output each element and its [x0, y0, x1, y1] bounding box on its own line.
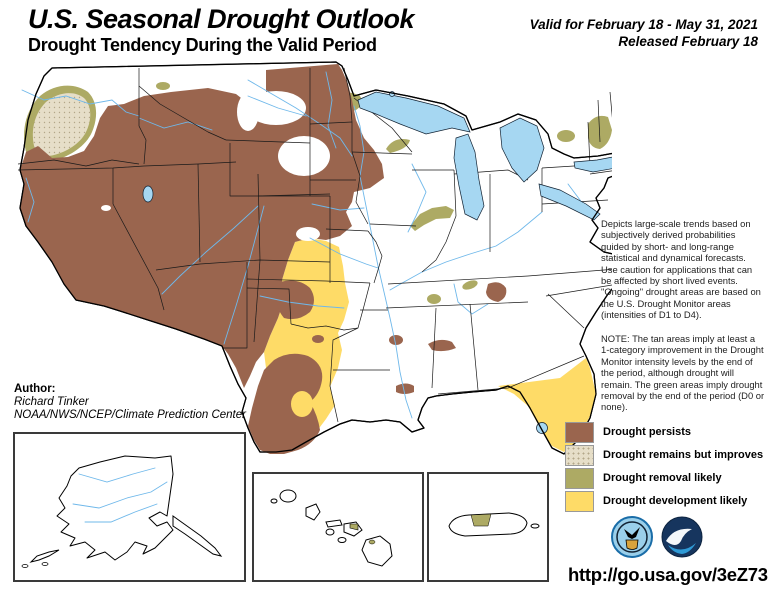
- alaska-map: [21, 455, 223, 568]
- page-subtitle: Drought Tendency During the Valid Period: [28, 35, 377, 55]
- author-org: NOAA/NWS/NCEP/Climate Prediction Center: [14, 409, 246, 421]
- drought-persists-regions: [20, 64, 507, 454]
- improves-swatch: [565, 444, 594, 466]
- legend-item-development: Drought development likely: [565, 490, 765, 512]
- map-legend: Drought persists Drought remains but imp…: [565, 421, 765, 514]
- great-lakes: [142, 91, 612, 434]
- removal-label: Drought removal likely: [603, 472, 722, 484]
- improves-label: Drought remains but improves: [603, 449, 764, 461]
- author-block: Author: Richard Tinker NOAA/NWS/NCEP/Cli…: [14, 383, 246, 422]
- legend-item-persists: Drought persists: [565, 421, 765, 443]
- released-line: Released February 18: [618, 34, 758, 49]
- shortlink-url[interactable]: http://go.usa.gov/3eZ73: [568, 564, 768, 585]
- legend-item-improves: Drought remains but improves: [565, 444, 765, 466]
- development-label: Drought development likely: [603, 495, 748, 507]
- hawaii-map: [270, 489, 393, 567]
- persists-swatch: [565, 421, 594, 443]
- outlook-description: Depicts large-scale trends based on subj…: [601, 218, 761, 321]
- development-swatch: [565, 490, 594, 512]
- persists-label: Drought persists: [603, 426, 692, 438]
- outlook-note: NOTE: The tan areas imply at least a 1-c…: [601, 333, 765, 413]
- puerto-rico-inset: [427, 472, 549, 582]
- nws-logo-icon: [611, 516, 653, 558]
- valid-period-line: Valid for February 18 - May 31, 2021: [529, 17, 758, 32]
- agency-logos: [610, 515, 730, 561]
- removal-swatch: [565, 467, 594, 489]
- alaska-inset: [13, 432, 246, 582]
- noaa-logo-icon: [661, 516, 703, 558]
- hawaii-inset: [252, 472, 424, 582]
- conus-drought-map: [17, 61, 612, 455]
- author-label: Author:: [14, 383, 56, 395]
- author-name: Richard Tinker: [14, 396, 89, 408]
- drought-improves-region: [32, 93, 91, 157]
- valid-period-block: Valid for February 18 - May 31, 2021 Rel…: [530, 16, 758, 50]
- legend-item-removal: Drought removal likely: [565, 467, 765, 489]
- page-title: U.S. Seasonal Drought Outlook: [28, 4, 415, 34]
- state-boundaries: [17, 67, 612, 423]
- puerto-rico-map: [448, 512, 540, 537]
